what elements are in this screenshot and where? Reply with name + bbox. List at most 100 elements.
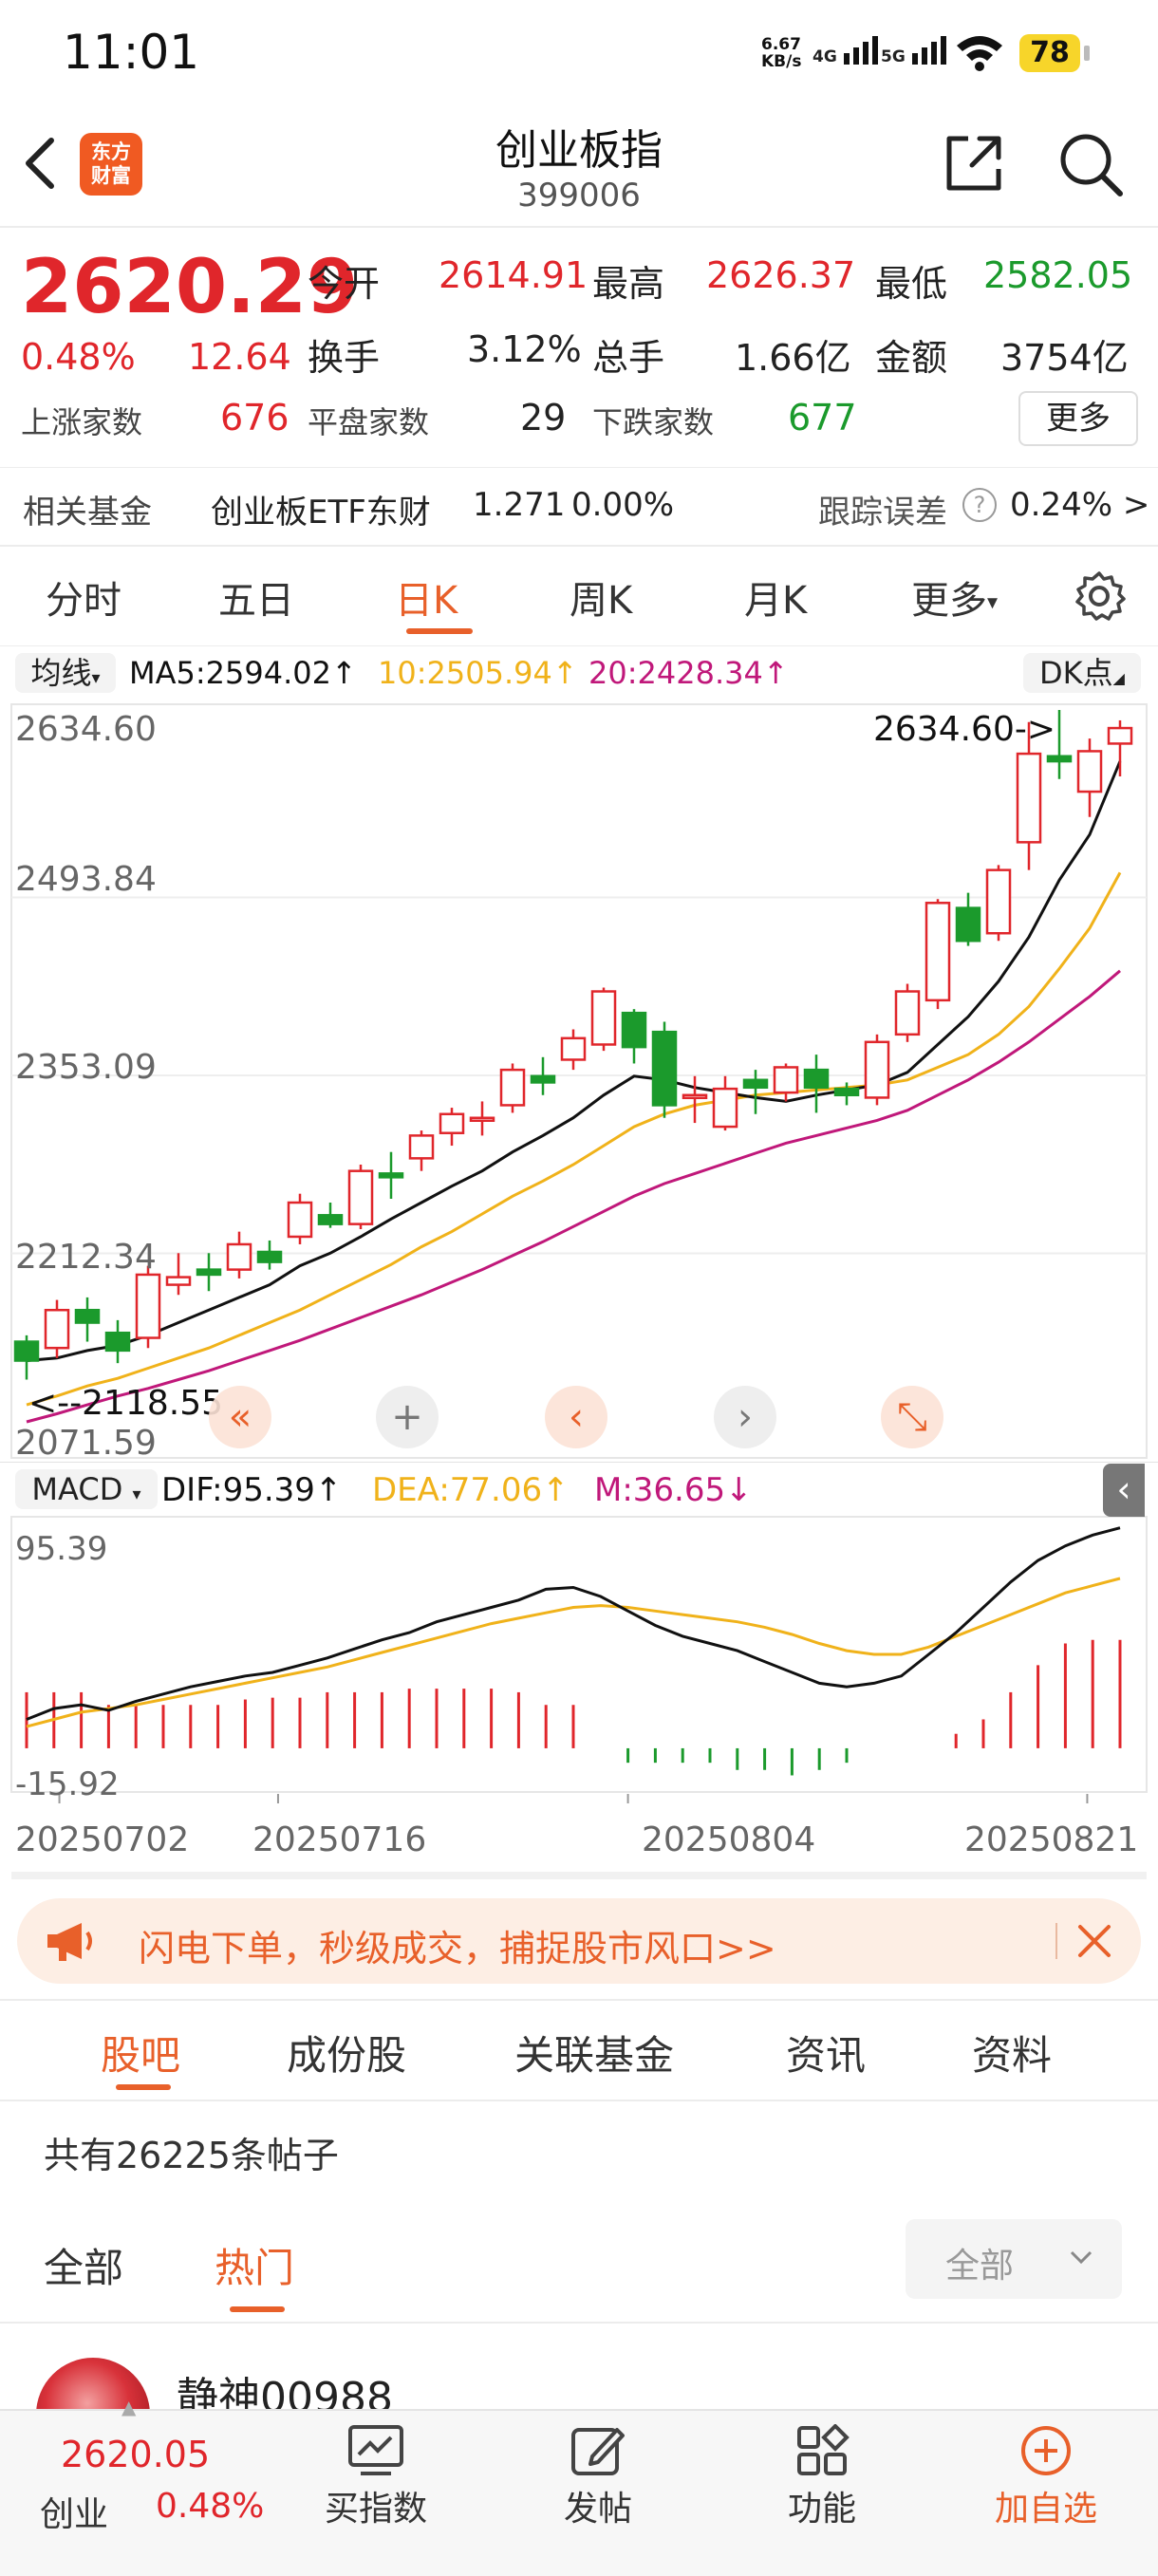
- y-tick-label: 2634.60: [15, 710, 157, 749]
- candle: [256, 1250, 283, 1263]
- promo-divider: [1055, 1923, 1057, 1959]
- dropdown-triangle-icon: ▾: [132, 1484, 141, 1504]
- candle: [590, 990, 617, 1046]
- ma5-line: [26, 760, 1122, 1362]
- bottom-collapse-caret: ▲: [121, 2396, 137, 2418]
- filter-hot[interactable]: 热门: [215, 2245, 295, 2291]
- candle: [74, 1308, 101, 1324]
- change-percent: 0.48%: [21, 336, 136, 378]
- turnover-value: 3.12%: [467, 328, 582, 370]
- active-section-indicator: [116, 2084, 171, 2090]
- buy-index-button[interactable]: 买指数: [319, 2424, 433, 2530]
- bottom-bar: ▲ 2620.05 创业 0.48% 买指数 发帖 功能 加自选: [0, 2396, 1158, 2576]
- tab-news[interactable]: 资讯: [786, 2032, 867, 2079]
- y-tick-label: 2212.34: [15, 1238, 157, 1277]
- candle: [712, 1087, 738, 1129]
- scroll-left-button[interactable]: ‹: [545, 1386, 607, 1448]
- macd-m: M:36.65↓: [594, 1471, 753, 1509]
- candle: [742, 1078, 769, 1090]
- fullscreen-icon[interactable]: ⤡: [881, 1386, 943, 1448]
- megaphone-icon: [47, 1923, 92, 1961]
- up-count-label: 上涨家数: [21, 404, 143, 440]
- low-label: 最低: [875, 263, 948, 305]
- post-button[interactable]: 发帖: [541, 2424, 655, 2530]
- tab-guba[interactable]: 股吧: [101, 2032, 181, 2079]
- flat-count: 29: [520, 397, 567, 439]
- dk-button[interactable]: DK点◢: [1023, 653, 1141, 693]
- signal-5g-icon: 5G: [881, 34, 952, 66]
- share-icon[interactable]: [943, 133, 1004, 194]
- tab-more[interactable]: 更多▾: [911, 579, 999, 623]
- post-count: 共有26225条帖子: [44, 2135, 339, 2176]
- chart-icon: [348, 2425, 403, 2475]
- functions-button[interactable]: 功能: [765, 2423, 879, 2530]
- open-value: 2614.91: [439, 254, 588, 296]
- back-icon[interactable]: [19, 135, 61, 192]
- dropdown-triangle-icon: ▾: [987, 590, 999, 615]
- tab-weekly-k[interactable]: 周K: [570, 579, 633, 623]
- candle: [408, 1134, 435, 1160]
- tab-related-funds[interactable]: 关联基金: [514, 2032, 675, 2079]
- amount-label: 金额: [875, 337, 948, 379]
- ma10-value: 10:2505.94↑: [378, 655, 578, 691]
- related-fund-label: 相关基金: [23, 494, 152, 532]
- settings-icon[interactable]: [1073, 569, 1126, 623]
- help-icon[interactable]: ?: [962, 488, 997, 522]
- filter-hot-indicator: [230, 2306, 285, 2312]
- candle: [469, 1116, 495, 1122]
- related-fund-change: 0.00%: [571, 486, 675, 524]
- more-button[interactable]: 更多: [1018, 391, 1138, 446]
- add-watchlist-button[interactable]: 加自选: [989, 2424, 1103, 2530]
- collapse-side-panel-button[interactable]: ‹: [1103, 1464, 1145, 1517]
- promo-banner[interactable]: 闪电下单，秒级成交，捕捉股市风口>>: [17, 1898, 1141, 1984]
- tab-intraday[interactable]: 分时: [46, 579, 121, 623]
- search-icon[interactable]: [1057, 131, 1124, 197]
- y-tick-label: 2493.84: [15, 860, 157, 899]
- tab-profile[interactable]: 资料: [972, 2032, 1053, 2079]
- page-title: 创业板指: [495, 126, 663, 175]
- chevron-down-icon: [1070, 2250, 1093, 2265]
- candle: [287, 1201, 313, 1239]
- ma-selector[interactable]: 均线▾: [15, 653, 116, 693]
- tab-daily-k[interactable]: 日K: [395, 579, 458, 623]
- tab-constituents[interactable]: 成份股: [287, 2032, 407, 2079]
- tab-monthly-k[interactable]: 月K: [744, 579, 808, 623]
- close-icon[interactable]: [1076, 1923, 1112, 1959]
- x-axis-strip: [11, 1872, 1147, 1879]
- tracking-error-value[interactable]: 0.24% >: [1010, 486, 1150, 524]
- tab-five-day[interactable]: 五日: [218, 579, 294, 623]
- bottom-change-pct: 0.48%: [156, 2487, 265, 2526]
- candle: [165, 1276, 192, 1286]
- scroll-right-button[interactable]: ›: [714, 1386, 776, 1448]
- status-time: 11:01: [63, 25, 200, 80]
- candle: [803, 1068, 830, 1090]
- candle: [773, 1066, 799, 1094]
- macd-selector[interactable]: MACD ▾: [15, 1469, 158, 1509]
- candle: [1107, 726, 1133, 745]
- battery-icon: 78: [1019, 34, 1080, 72]
- zoom-in-button[interactable]: +: [376, 1386, 439, 1448]
- candle: [621, 1011, 647, 1049]
- candle: [135, 1273, 161, 1339]
- low-value: 2582.05: [983, 254, 1133, 296]
- sort-dropdown[interactable]: 全部: [906, 2219, 1122, 2299]
- amount-value: 3754亿: [1000, 337, 1129, 379]
- plus-circle-icon: [1021, 2426, 1071, 2475]
- candle: [1016, 752, 1042, 844]
- min-price-label: <--2118.55: [28, 1384, 224, 1423]
- x-tick-label: 20250804: [642, 1820, 816, 1859]
- candle: [894, 990, 921, 1036]
- volume-label: 总手: [592, 337, 665, 379]
- candlestick-chart[interactable]: [0, 702, 1158, 1879]
- candle: [560, 1036, 587, 1061]
- related-fund-name[interactable]: 创业板ETF东财: [211, 494, 431, 532]
- filter-all[interactable]: 全部: [44, 2245, 124, 2291]
- candle: [1046, 755, 1073, 763]
- open-label: 今开: [308, 263, 381, 305]
- high-value: 2626.37: [706, 254, 856, 296]
- signal-4g-icon: 4G: [812, 34, 884, 66]
- macd-dea: DEA:77.06↑: [372, 1471, 570, 1509]
- candle: [13, 1340, 40, 1362]
- x-tick-label: 20250821: [964, 1820, 1139, 1859]
- scroll-far-left-button[interactable]: «: [209, 1386, 271, 1448]
